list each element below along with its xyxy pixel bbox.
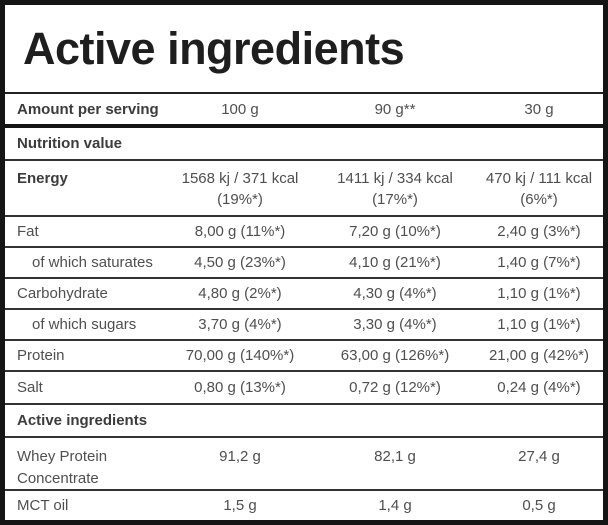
active-ingredients-label: Active ingredients <box>17 412 148 429</box>
mct-value-30g: 0,5 g <box>522 497 556 514</box>
energy-row: Energy 1568 kj / 371 kcal (19%*) 1411 kj… <box>5 161 603 217</box>
amount-per-serving-row: Amount per serving 100 g 90 g** 30 g <box>5 94 603 128</box>
protein-row: Protein 70,00 g (140%*) 63,00 g (126%*) … <box>5 341 603 372</box>
energy-kj-kcal-100g: 1568 kj / 371 kcal <box>181 170 299 187</box>
energy-percent-30g: (6%*) <box>520 191 558 208</box>
serving-size-100g: 100 g <box>221 100 259 118</box>
title-block: Active ingredients <box>5 5 603 94</box>
saturates-value-30g: 1,40 g (7%*) <box>497 254 581 271</box>
serving-size-30g: 30 g <box>524 100 554 118</box>
carbohydrate-row: Carbohydrate 4,80 g (2%*) 4,30 g (4%*) 1… <box>5 279 603 310</box>
whey-value-90g: 82,1 g <box>374 448 416 465</box>
energy-kj-kcal-90g: 1411 kj / 334 kcal <box>337 170 453 187</box>
page-title: Active ingredients <box>23 22 405 74</box>
saturates-value-90g: 4,10 g (21%*) <box>349 254 441 271</box>
carbohydrate-value-90g: 4,30 g (4%*) <box>353 285 437 302</box>
protein-label: Protein <box>17 347 65 364</box>
nutrition-value-label: Nutrition value <box>17 135 123 152</box>
saturates-row: of which saturates 4,50 g (23%*) 4,10 g … <box>5 248 603 279</box>
sugars-label: of which sugars <box>32 316 137 333</box>
sugars-value-30g: 1,10 g (1%*) <box>497 316 581 333</box>
energy-value-100g: 1568 kj / 371 kcal (19%*) <box>165 168 315 210</box>
salt-value-30g: 0,24 g (4%*) <box>497 379 581 396</box>
salt-value-100g: 0,80 g (13%*) <box>194 379 286 396</box>
mct-oil-row: MCT oil 1,5 g 1,4 g 0,5 g <box>5 491 603 520</box>
fat-value-90g: 7,20 g (10%*) <box>349 223 441 240</box>
active-ingredients-section-header: Active ingredients <box>5 405 603 438</box>
serving-size-90g: 90 g** <box>374 100 416 118</box>
sugars-value-90g: 3,30 g (4%*) <box>353 316 437 333</box>
energy-value-90g: 1411 kj / 334 kcal (17%*) <box>315 168 475 210</box>
mct-value-90g: 1,4 g <box>378 497 412 514</box>
energy-percent-100g: (19%*) <box>217 191 263 208</box>
sugars-value-100g: 3,70 g (4%*) <box>198 316 282 333</box>
salt-value-90g: 0,72 g (12%*) <box>349 379 441 396</box>
energy-kj-kcal-30g: 470 kj / 111 kcal <box>485 170 593 187</box>
sugars-row: of which sugars 3,70 g (4%*) 3,30 g (4%*… <box>5 310 603 341</box>
fat-row: Fat 8,00 g (11%*) 7,20 g (10%*) 2,40 g (… <box>5 217 603 248</box>
amount-per-serving-label: Amount per serving <box>17 100 159 118</box>
energy-label: Energy <box>17 170 68 187</box>
saturates-value-100g: 4,50 g (23%*) <box>194 254 286 271</box>
saturates-label: of which saturates <box>32 254 153 271</box>
protein-value-90g: 63,00 g (126%*) <box>340 347 450 364</box>
energy-value-30g: 470 kj / 111 kcal (6%*) <box>475 168 603 210</box>
whey-protein-concentrate-row: Whey Protein Concentrate 91,2 g 82,1 g 2… <box>5 438 603 491</box>
protein-value-30g: 21,00 g (42%*) <box>488 347 590 364</box>
fat-value-100g: 8,00 g (11%*) <box>194 223 286 240</box>
carbohydrate-value-100g: 4,80 g (2%*) <box>198 285 282 302</box>
whey-value-30g: 27,4 g <box>518 448 560 465</box>
nutrition-value-section-header: Nutrition value <box>5 128 603 161</box>
whey-value-100g: 91,2 g <box>219 448 261 465</box>
fat-value-30g: 2,40 g (3%*) <box>497 223 581 240</box>
protein-value-100g: 70,00 g (140%*) <box>185 347 295 364</box>
mct-oil-label: MCT oil <box>17 497 69 514</box>
carbohydrate-value-30g: 1,10 g (1%*) <box>497 285 581 302</box>
whey-protein-concentrate-label: Whey Protein Concentrate <box>17 448 108 487</box>
fat-label: Fat <box>17 223 39 240</box>
salt-row: Salt 0,80 g (13%*) 0,72 g (12%*) 0,24 g … <box>5 372 603 405</box>
energy-percent-90g: (17%*) <box>372 191 418 208</box>
mct-value-100g: 1,5 g <box>223 497 257 514</box>
carbohydrate-label: Carbohydrate <box>17 285 108 302</box>
salt-label: Salt <box>17 379 43 396</box>
